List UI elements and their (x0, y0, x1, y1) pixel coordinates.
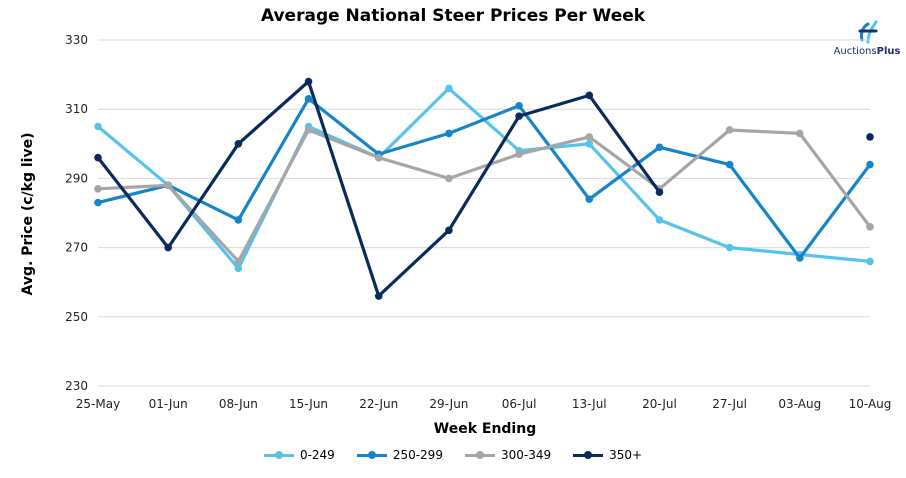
data-point (304, 95, 313, 103)
series-lines (94, 77, 874, 300)
data-point (655, 143, 664, 152)
data-point (234, 216, 243, 224)
data-point (234, 257, 243, 266)
legend-label: 0-249 (299, 448, 335, 462)
series-line (98, 82, 870, 297)
data-point (164, 243, 172, 252)
data-point (374, 292, 383, 300)
data-point (515, 150, 523, 158)
x-tick-label: 25-May (76, 397, 120, 411)
legend-swatch (573, 449, 604, 461)
data-point (515, 112, 523, 120)
data-point (94, 198, 102, 207)
x-tick-label: 15-Jun (289, 397, 328, 411)
legend-item: 300-349 (464, 448, 552, 462)
y-axis-title: Avg. Price (c/kg live) (20, 133, 36, 296)
data-point (725, 126, 734, 134)
legend-swatch (263, 449, 294, 461)
data-point (234, 264, 243, 273)
legend: 0-249 250-299 300-349 350+ (0, 448, 906, 462)
x-tick-label: 27-Jul (712, 397, 747, 411)
legend-label: 250-299 (392, 448, 443, 462)
legend-item: 250-299 (356, 448, 443, 462)
x-tick-label: 03-Aug (778, 397, 821, 411)
data-point (866, 133, 874, 141)
data-point (725, 160, 734, 169)
chart-title: Average National Steer Prices Per Week (260, 6, 646, 26)
data-point (585, 133, 594, 141)
series-250-299 (94, 95, 874, 262)
x-tick-label: 06-Jul (502, 397, 537, 411)
data-point (445, 129, 453, 138)
series-line (97, 97, 872, 260)
x-tick-label: 01-Jun (149, 397, 188, 411)
x-axis-title: Week Ending (434, 421, 536, 437)
data-point (445, 226, 453, 235)
data-point (374, 153, 383, 162)
data-point (866, 160, 874, 169)
data-point (304, 126, 313, 134)
x-tick-label: 22-Jun (359, 397, 398, 411)
legend-item: 0-249 (263, 448, 335, 462)
data-point (725, 243, 734, 252)
logo-text: AuctionsPlus (832, 46, 902, 57)
x-tick-label: 13-Jul (572, 397, 607, 411)
series-line (97, 128, 872, 263)
y-tick-label: 270 (65, 241, 88, 255)
line-chart: 230 250 270 290 310 330 25-May 01-Jun 08-Jun 15-… (20, 33, 892, 437)
legend-label: 350+ (609, 448, 643, 462)
data-point (585, 195, 594, 203)
x-tick-label: 20-Jul (642, 397, 677, 411)
auctionsplus-logo: AuctionsPlus (832, 18, 902, 62)
series-350+ (94, 77, 874, 300)
data-point (515, 101, 523, 110)
y-tick-label: 310 (65, 102, 88, 116)
data-point (796, 129, 804, 138)
legend-item: 350+ (573, 448, 642, 462)
x-tick-label: 29-Jun (429, 397, 468, 411)
logo-brand-bold: Plus (876, 46, 901, 57)
data-point (94, 122, 102, 131)
y-tick-label: 250 (65, 310, 88, 324)
y-tick-label: 330 (65, 33, 88, 47)
logo-brand-regular: Auctions (833, 46, 877, 57)
data-point (234, 140, 243, 148)
data-point (94, 184, 102, 193)
data-point (796, 254, 804, 262)
x-tick-label: 10-Aug (849, 397, 892, 411)
legend-swatch (356, 449, 387, 461)
y-tick-labels: 230 250 270 290 310 330 (65, 33, 88, 393)
legend-swatch (464, 449, 495, 461)
y-tick-label: 290 (65, 171, 88, 185)
data-point (164, 181, 172, 190)
y-tick-label: 230 (65, 379, 88, 393)
x-tick-label: 08-Jun (219, 397, 258, 411)
data-point (445, 174, 453, 183)
legend-label: 300-349 (500, 448, 552, 462)
data-point (655, 216, 664, 224)
data-point (866, 223, 874, 231)
data-point (866, 257, 874, 266)
series-300-349 (94, 126, 874, 266)
data-point (585, 91, 594, 100)
data-point (445, 84, 453, 93)
gridlines (98, 39, 870, 387)
data-point (655, 188, 664, 197)
data-point (94, 153, 102, 162)
x-tick-labels: 25-May 01-Jun 08-Jun 15-Jun 22-Jun 29-Jun 06-J… (76, 397, 892, 411)
data-point (585, 140, 594, 148)
data-point (304, 77, 313, 86)
